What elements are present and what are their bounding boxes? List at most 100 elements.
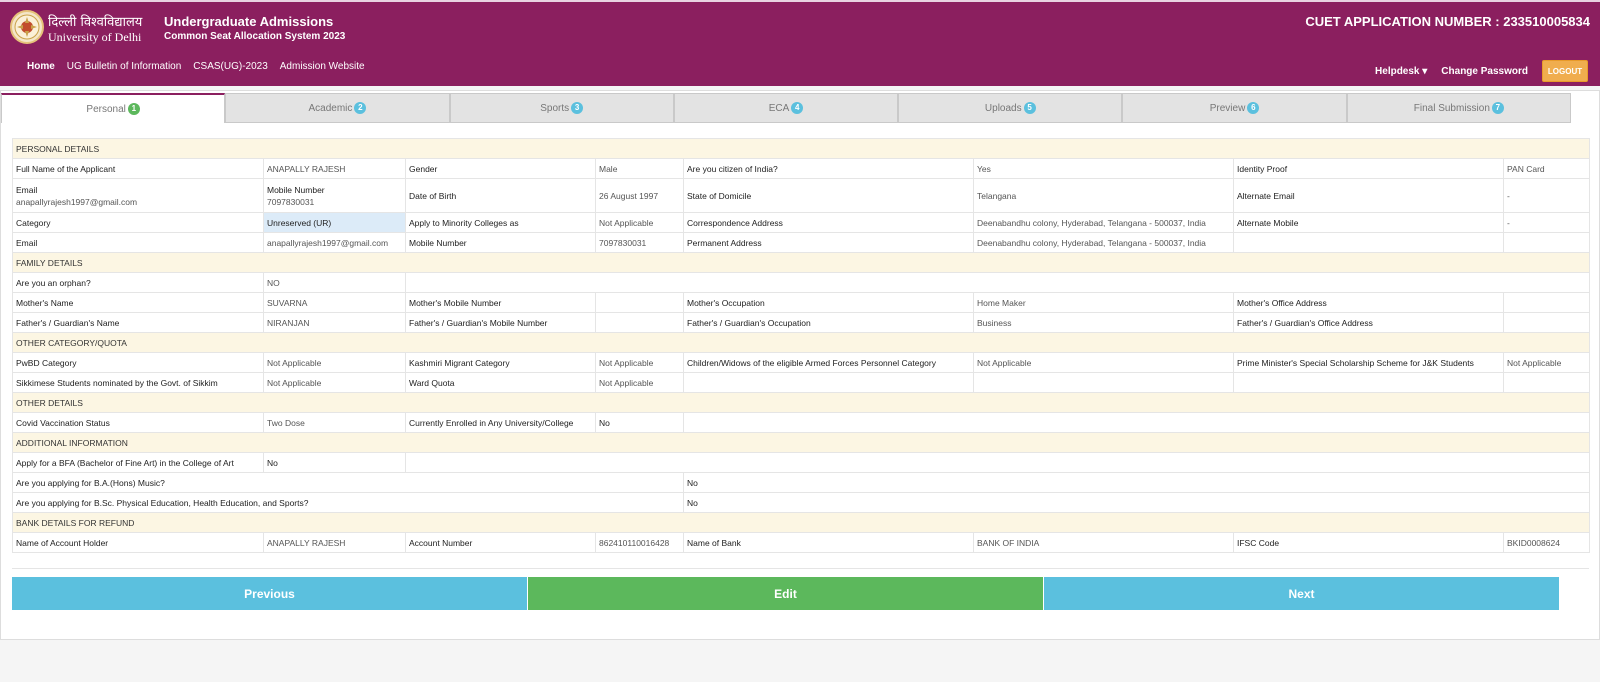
section-header: BANK DETAILS FOR REFUND — [11, 512, 1591, 533]
logout-button[interactable]: LOGOUT — [1542, 60, 1588, 82]
field-label: Children/Widows of the eligible Armed Fo… — [683, 352, 974, 373]
empty-cell — [404, 272, 1591, 293]
tab-preview[interactable]: Preview 6 — [1122, 93, 1347, 123]
tab-label: Uploads — [984, 102, 1022, 114]
field-label: Apply to Minority Colleges as — [405, 212, 596, 233]
tab-label: Preview — [1209, 102, 1246, 114]
bsc-value: No — [682, 492, 1591, 513]
step-badge: 6 — [1247, 102, 1260, 114]
previous-button[interactable]: Previous — [12, 577, 528, 610]
change-password-link[interactable]: Change Password — [1441, 65, 1528, 77]
tab-label: Sports — [540, 102, 570, 114]
perm-addr-value: Deenabandhu colony, Hyderabad, Telangana… — [973, 232, 1234, 253]
mother-mobile-value — [595, 292, 684, 313]
step-badge: 7 — [1491, 102, 1504, 114]
field-label: Category — [12, 212, 264, 233]
tab-personal[interactable]: Personal 1 — [1, 93, 226, 123]
field-label: Mother's Mobile Number — [405, 292, 596, 313]
tab-final-submission[interactable]: Final Submission 7 — [1346, 93, 1571, 123]
table-row: Sikkimese Students nominated by the Govt… — [12, 372, 1591, 393]
step-badge: 5 — [1023, 102, 1036, 114]
domicile-value: Telangana — [973, 178, 1234, 213]
father-name-value: NIRANJAN — [263, 312, 406, 333]
university-seal-icon — [14, 14, 40, 40]
table-row: Are you applying for B.Sc. Physical Educ… — [12, 492, 1591, 513]
section-title-other-details: OTHER DETAILS — [11, 392, 1591, 413]
field-label: Are you applying for B.A.(Hons) Music? — [12, 472, 684, 493]
helpdesk-dropdown[interactable]: Helpdesk ▾ — [1375, 65, 1428, 77]
identity-value: PAN Card — [1502, 158, 1591, 179]
gender-value: Male — [595, 158, 684, 179]
mother-occupation-value: Home Maker — [973, 292, 1234, 313]
table-row: Father's / Guardian's Name NIRANJAN Fath… — [12, 312, 1591, 333]
field-label: Name of Bank — [683, 532, 974, 553]
mother-office-value — [1502, 292, 1591, 313]
table-row: Category Unreserved (UR) Apply to Minori… — [12, 212, 1591, 233]
step-badge: 3 — [571, 102, 584, 114]
step-badge: 4 — [791, 102, 804, 114]
step-badge: 2 — [354, 102, 367, 114]
table-row: Name of Account Holder ANAPALLY RAJESH A… — [12, 532, 1591, 553]
mobile-value: 7097830031 — [595, 232, 684, 253]
app-title: Undergraduate Admissions — [164, 14, 334, 29]
full-name-value: ANAPALLY RAJESH — [263, 158, 406, 179]
empty-cell — [682, 412, 1591, 433]
tab-academic[interactable]: Academic 2 — [225, 93, 450, 123]
nav-admission-website[interactable]: Admission Website — [279, 61, 365, 72]
armed-forces-value: Not Applicable — [973, 352, 1234, 373]
music-value: No — [682, 472, 1591, 493]
section-header: ADDITIONAL INFORMATION — [11, 432, 1591, 453]
account-holder-value: ANAPALLY RAJESH — [263, 532, 406, 553]
action-buttons: Previous Edit Next — [12, 577, 1559, 610]
kashmiri-value: Not Applicable — [595, 352, 684, 373]
edit-button[interactable]: Edit — [528, 577, 1044, 610]
tab-eca[interactable]: ECA 4 — [673, 93, 899, 123]
university-name-english: University of Delhi — [48, 30, 142, 44]
step-badge: 1 — [127, 103, 140, 115]
field-label: Identity Proof — [1233, 158, 1504, 179]
covid-value: Two Dose — [263, 412, 406, 433]
nav-csas[interactable]: CSAS(UG)-2023 — [193, 61, 268, 72]
field-label: Gender — [405, 158, 596, 179]
table-row: Mother's Name SUVARNA Mother's Mobile Nu… — [12, 292, 1591, 313]
mother-name-value: SUVARNA — [263, 292, 406, 313]
account-number-value: 862410110016428 — [595, 532, 684, 553]
empty-cell — [1502, 232, 1591, 253]
field-label: Apply for a BFA (Bachelor of Fine Art) i… — [12, 452, 264, 473]
dob-value: 26 August 1997 — [595, 178, 684, 213]
field-label: Father's / Guardian's Office Address — [1233, 312, 1504, 333]
table-row: Are you applying for B.A.(Hons) Music? N… — [12, 472, 1591, 493]
section-title-other-category: OTHER CATEGORY/QUOTA — [11, 332, 1591, 353]
nav-ug-bulletin[interactable]: UG Bulletin of Information — [66, 61, 182, 72]
bank-name-value: BANK OF INDIA — [973, 532, 1234, 553]
tab-uploads[interactable]: Uploads 5 — [898, 93, 1123, 123]
empty-cell — [973, 372, 1234, 393]
field-label: Mobile Number — [405, 232, 596, 253]
application-card: Personal 1 Academic 2 Sports 3 ECA 4 Uploads… — [0, 90, 1600, 640]
field-label: Name of Account Holder — [12, 532, 264, 553]
email-value: anapallyrajesh1997@gmail.com — [263, 232, 406, 253]
field-label: Are you citizen of India? — [683, 158, 974, 179]
nav-home[interactable]: Home — [27, 61, 55, 72]
field-label: Are you an orphan? — [12, 272, 264, 293]
tab-label: Final Submission — [1413, 102, 1490, 114]
details-table: PERSONAL DETAILS Full Name of the Applic… — [11, 138, 1591, 553]
father-office-value — [1502, 312, 1591, 333]
table-row: Full Name of the Applicant ANAPALLY RAJE… — [12, 158, 1591, 179]
section-header: OTHER CATEGORY/QUOTA — [11, 332, 1591, 353]
field-label: Father's / Guardian's Occupation — [683, 312, 974, 333]
divider — [12, 568, 1589, 569]
table-row: Email anapallyrajesh1997@gmail.com Mobile… — [12, 178, 1591, 213]
field-label: Mother's Office Address — [1233, 292, 1504, 313]
tab-sports[interactable]: Sports 3 — [449, 93, 674, 123]
field-label: Mobile Number — [267, 184, 325, 195]
field-label: Email — [12, 232, 264, 253]
field-label: Kashmiri Migrant Category — [405, 352, 596, 373]
field-label: Are you applying for B.Sc. Physical Educ… — [12, 492, 684, 513]
field-label: State of Domicile — [683, 178, 974, 213]
section-header: FAMILY DETAILS — [11, 252, 1591, 273]
section-title-family: FAMILY DETAILS — [11, 252, 1591, 273]
next-button[interactable]: Next — [1044, 577, 1559, 610]
section-title-additional: ADDITIONAL INFORMATION — [11, 432, 1591, 453]
university-logo — [10, 10, 44, 44]
